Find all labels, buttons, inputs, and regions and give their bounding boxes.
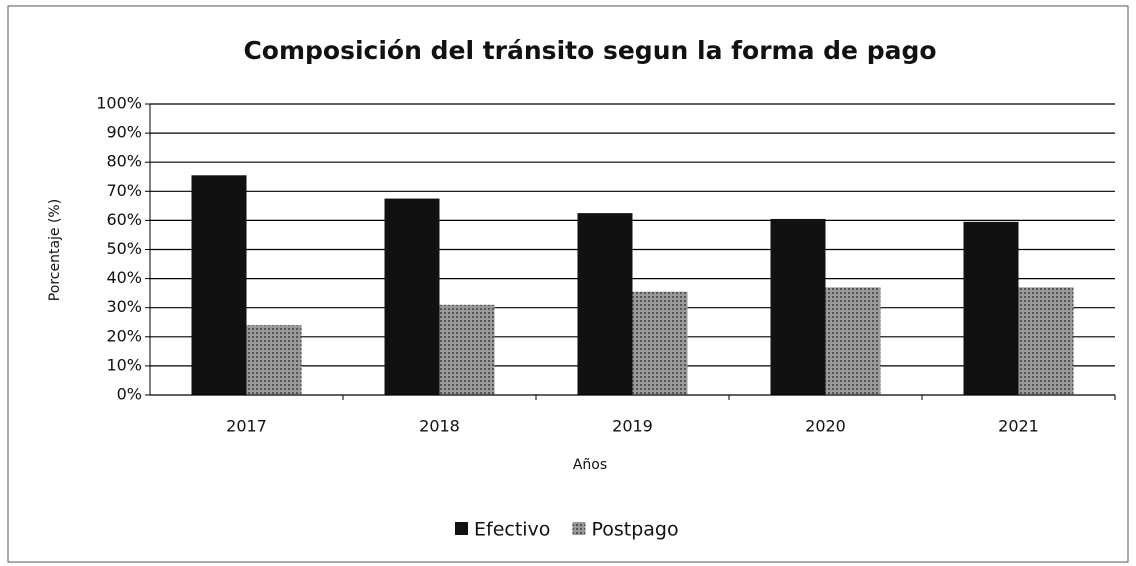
- bar: [384, 198, 440, 395]
- y-tick-label: 0%: [117, 385, 142, 404]
- y-tick-label: 50%: [106, 239, 142, 258]
- y-tick-label: 90%: [106, 123, 142, 142]
- y-tick-label: 40%: [106, 268, 142, 287]
- legend-label: Efectivo: [474, 519, 550, 541]
- x-tick-label: 2018: [419, 417, 460, 436]
- legend-swatch: [572, 522, 586, 535]
- x-tick-label: 2019: [612, 417, 653, 436]
- bar: [191, 175, 247, 395]
- y-tick-label: 20%: [106, 326, 142, 345]
- y-tick-label: 60%: [106, 210, 142, 229]
- bar: [825, 287, 881, 395]
- x-axis-label: Años: [573, 457, 607, 473]
- bar: [1018, 287, 1074, 395]
- y-tick-label: 70%: [106, 181, 142, 200]
- y-tick-label: 100%: [96, 94, 142, 113]
- x-tick-label: 2020: [805, 417, 846, 436]
- x-tick-label: 2017: [226, 417, 267, 436]
- y-tick-label: 30%: [106, 297, 142, 316]
- chart-title: Composición del tránsito segun la forma …: [243, 36, 936, 65]
- legend-label: Postpago: [591, 519, 678, 541]
- bar: [577, 213, 633, 395]
- bar: [439, 304, 495, 395]
- legend-swatch: [455, 522, 468, 535]
- y-tick-label: 10%: [106, 355, 142, 374]
- chart-frame: [7, 5, 1129, 563]
- bar: [770, 218, 826, 395]
- bar: [963, 221, 1019, 395]
- y-tick-label: 80%: [106, 152, 142, 171]
- y-axis-label: Porcentaje (%): [47, 199, 63, 301]
- bar: [246, 325, 302, 395]
- bar: [632, 291, 688, 395]
- x-tick-label: 2021: [998, 417, 1039, 436]
